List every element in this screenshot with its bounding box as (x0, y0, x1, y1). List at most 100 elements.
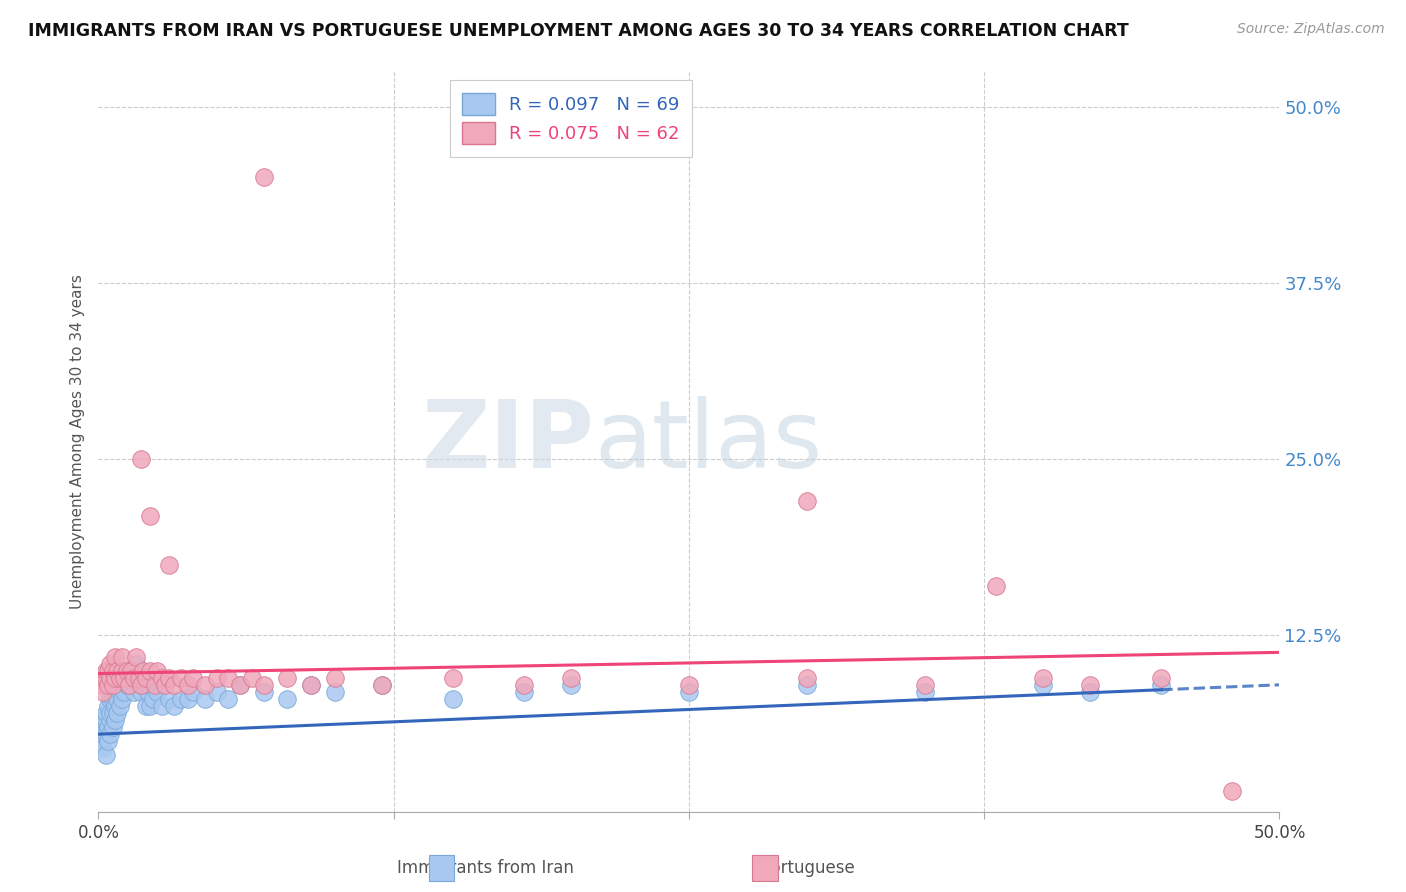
Point (128, 671, 150, 685)
Point (94, 748, 117, 763)
Point (115, 664, 138, 678)
Point (1150, 671, 1173, 685)
Point (122, 685, 145, 699)
Point (94, 671, 117, 685)
Point (914, 685, 936, 699)
Y-axis label: Unemployment Among Ages 30 to 34 years: Unemployment Among Ages 30 to 34 years (69, 274, 84, 609)
Point (111, 649, 134, 664)
Point (104, 685, 127, 699)
Point (118, 678, 141, 692)
Point (122, 671, 145, 685)
Text: Immigrants from Iran: Immigrants from Iran (396, 859, 574, 877)
Point (205, 685, 228, 699)
Point (101, 664, 124, 678)
Point (129, 678, 152, 692)
Point (105, 664, 128, 678)
Point (98, 671, 121, 685)
Point (157, 558, 180, 572)
Point (181, 685, 204, 699)
Point (128, 671, 150, 685)
Point (678, 678, 700, 692)
Point (229, 678, 252, 692)
Point (90, 720, 112, 734)
Point (129, 685, 152, 699)
Point (984, 579, 1007, 593)
Point (796, 494, 818, 508)
Point (371, 678, 394, 692)
Point (108, 685, 131, 699)
Point (90, 734, 112, 748)
Point (101, 706, 124, 720)
Point (112, 671, 135, 685)
Point (796, 671, 818, 685)
Point (111, 671, 134, 685)
Point (94, 713, 117, 727)
Point (91, 741, 114, 756)
Point (142, 692, 165, 706)
Point (1032, 671, 1054, 685)
Point (139, 664, 162, 678)
Point (121, 664, 143, 678)
Point (105, 692, 128, 706)
Point (181, 671, 204, 685)
Point (1080, 685, 1102, 699)
Point (146, 664, 169, 678)
Legend: R = 0.097   N = 69, R = 0.075   N = 62: R = 0.097 N = 69, R = 0.075 N = 62 (450, 80, 692, 157)
Point (276, 692, 298, 706)
Point (1032, 678, 1054, 692)
Point (108, 698, 131, 713)
Point (240, 671, 263, 685)
Point (560, 671, 582, 685)
Point (98, 657, 121, 671)
Point (105, 706, 128, 720)
Point (253, 678, 276, 692)
Point (91, 685, 114, 699)
Point (150, 671, 173, 685)
Point (229, 678, 252, 692)
Point (512, 685, 534, 699)
Point (177, 678, 200, 692)
Point (97, 720, 120, 734)
Point (122, 671, 145, 685)
Point (132, 664, 155, 678)
Point (217, 692, 239, 706)
Point (135, 698, 157, 713)
Text: Portuguese: Portuguese (762, 859, 855, 877)
Point (90, 678, 112, 692)
Point (299, 678, 322, 692)
Point (115, 664, 138, 678)
Text: Source: ZipAtlas.com: Source: ZipAtlas.com (1237, 22, 1385, 37)
Point (253, 170, 276, 185)
Point (146, 685, 169, 699)
Point (796, 678, 818, 692)
Text: IMMIGRANTS FROM IRAN VS PORTUGUESE UNEMPLOYMENT AMONG AGES 30 TO 34 YEARS CORREL: IMMIGRANTS FROM IRAN VS PORTUGUESE UNEMP… (28, 22, 1129, 40)
Point (512, 678, 534, 692)
Point (163, 678, 186, 692)
Point (170, 692, 193, 706)
Point (104, 713, 127, 727)
Point (177, 692, 200, 706)
Point (91, 727, 114, 741)
Point (323, 685, 346, 699)
Point (97, 734, 120, 748)
Point (98, 713, 121, 727)
Point (139, 698, 162, 713)
Point (97, 698, 120, 713)
Point (98, 706, 121, 720)
Point (371, 678, 394, 692)
Point (121, 664, 143, 678)
Point (157, 671, 180, 685)
Point (94, 706, 117, 720)
Point (1080, 678, 1102, 692)
Point (104, 671, 127, 685)
Point (104, 698, 127, 713)
Point (125, 657, 148, 671)
Point (205, 671, 228, 685)
Point (105, 678, 128, 692)
Point (101, 678, 124, 692)
Point (299, 678, 322, 692)
Point (253, 685, 276, 699)
Point (98, 727, 121, 741)
Point (125, 649, 148, 664)
Text: atlas: atlas (595, 395, 823, 488)
